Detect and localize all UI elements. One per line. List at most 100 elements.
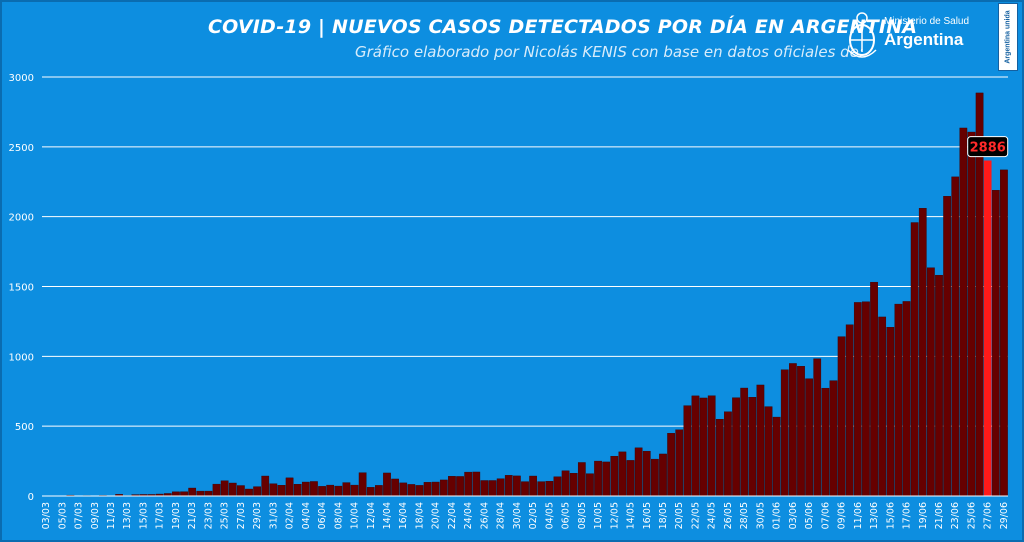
x-tick-label: 09/03 (90, 502, 101, 529)
bar (415, 485, 424, 497)
bar (561, 470, 570, 497)
bar (675, 429, 684, 497)
bar (545, 480, 554, 497)
bar (212, 483, 221, 497)
x-tick-label: 22/05 (690, 502, 701, 529)
x-tick-label: 27/03 (236, 502, 247, 529)
bar (634, 447, 643, 497)
bar (837, 336, 846, 497)
bar (310, 481, 318, 497)
bar (772, 416, 781, 497)
bar (172, 491, 180, 497)
x-tick-label: 17/06 (902, 502, 913, 529)
x-tick-label: 20/05 (674, 502, 685, 529)
x-tick-label: 24/05 (707, 502, 718, 529)
x-tick-label: 29/06 (999, 502, 1010, 529)
bar (910, 222, 919, 497)
x-tick-label: 09/06 (837, 502, 848, 529)
x-tick-label: 19/03 (171, 502, 182, 529)
x-tick-label: 05/06 (804, 502, 815, 529)
x-tick-label: 28/04 (496, 502, 507, 529)
argentina-unida-badge: Argentina unida (998, 3, 1018, 71)
y-tick-label: 1000 (9, 352, 34, 363)
bar (358, 472, 367, 497)
bar (789, 363, 797, 497)
x-tick-label: 12/04 (366, 502, 377, 529)
bar (553, 476, 562, 497)
bar (894, 303, 903, 497)
bar (529, 475, 537, 497)
x-tick-label: 07/03 (74, 502, 85, 529)
bar (513, 475, 521, 497)
x-tick-label: 21/06 (934, 502, 945, 529)
bar (594, 460, 602, 497)
bar (496, 478, 505, 497)
bar (366, 487, 375, 497)
logo-line1: Ministerio de Salud (884, 16, 970, 27)
bar (878, 316, 887, 497)
x-tick-label: 16/04 (398, 502, 409, 529)
y-tick-label: 2500 (9, 143, 34, 154)
x-tick-label: 21/03 (187, 502, 198, 529)
bar (577, 462, 586, 497)
bar (464, 471, 473, 497)
bar (829, 380, 838, 497)
bar (667, 433, 675, 497)
bar (610, 455, 619, 497)
x-tick-label: 16/05 (642, 502, 653, 529)
x-tick-label: 13/03 (122, 502, 133, 529)
bar (715, 418, 724, 497)
bar (651, 458, 659, 497)
bar (277, 485, 286, 497)
bar (813, 358, 822, 497)
bar (748, 397, 757, 497)
x-tick-label: 18/05 (658, 502, 669, 529)
bar (196, 490, 205, 497)
bar (220, 480, 229, 497)
bar (943, 196, 951, 497)
x-tick-label: 02/04 (285, 502, 296, 529)
bar (204, 490, 213, 497)
x-tick-label: 26/04 (479, 502, 490, 529)
bar (269, 483, 278, 497)
x-tick-label: 15/06 (885, 502, 896, 529)
bar (253, 486, 261, 497)
x-tick-label: 30/04 (512, 502, 523, 529)
bar (602, 461, 611, 497)
bar (797, 366, 805, 497)
bar (237, 485, 245, 497)
bar (569, 473, 578, 497)
bar (245, 488, 253, 497)
bar (188, 487, 197, 497)
bar (488, 480, 497, 497)
bar (805, 378, 813, 497)
bar (318, 486, 326, 497)
x-tick-label: 20/04 (431, 502, 442, 529)
bar (399, 482, 408, 497)
bar (537, 481, 546, 497)
bar (699, 397, 708, 497)
x-tick-label: 18/04 (414, 502, 425, 529)
chart-title: COVID-19 | NUEVOS CASOS DETECTADOS POR D… (208, 16, 918, 38)
bar (886, 327, 895, 497)
x-tick-label: 26/05 (723, 502, 734, 529)
bar (586, 473, 594, 497)
x-tick-label: 23/03 (203, 502, 214, 529)
x-tick-label: 14/05 (626, 502, 637, 529)
bar (991, 190, 1000, 497)
bar (293, 484, 302, 497)
bar (707, 395, 716, 497)
bar (967, 131, 976, 497)
bar (472, 471, 481, 497)
bar (504, 475, 513, 497)
x-tick-label: 19/06 (918, 502, 929, 529)
bar (626, 460, 635, 497)
bar (724, 411, 732, 497)
bar (618, 451, 627, 497)
bar (521, 481, 529, 497)
x-tick-label: 08/04 (333, 502, 344, 529)
bar (951, 176, 960, 497)
x-tick-label: 11/06 (853, 502, 864, 529)
bar (375, 485, 383, 497)
